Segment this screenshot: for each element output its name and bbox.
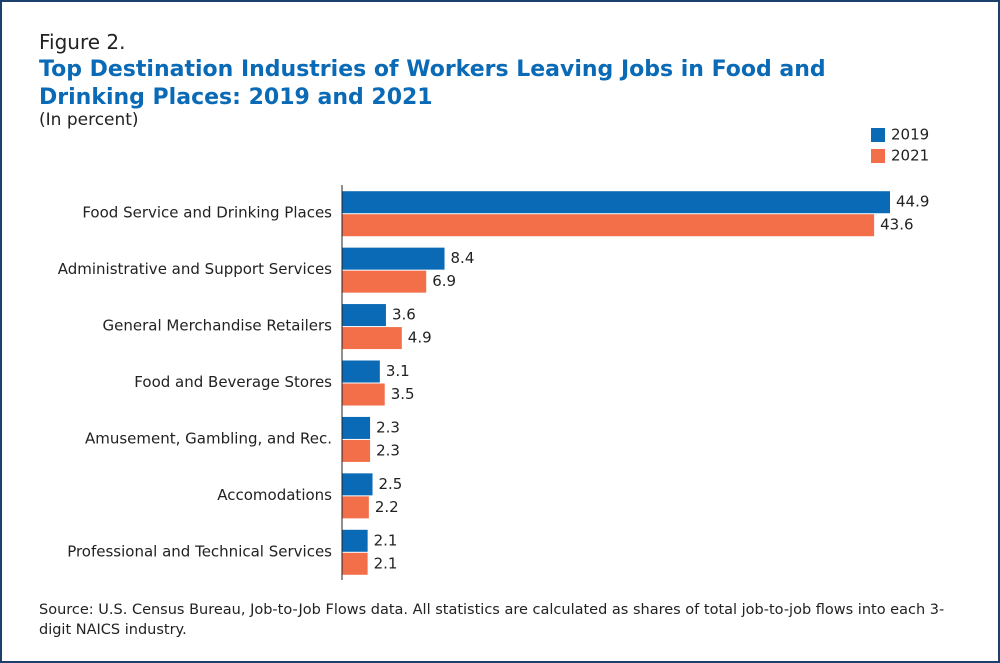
- legend-label: 2019: [891, 126, 929, 144]
- value-label: 3.1: [386, 362, 410, 380]
- bar: [342, 327, 402, 350]
- figure-label: Figure 2.: [39, 30, 126, 54]
- bar: [342, 439, 371, 462]
- legend-swatch: [871, 128, 885, 142]
- bar: [342, 529, 368, 552]
- legend-label: 2021: [891, 147, 929, 165]
- value-label: 2.2: [375, 498, 399, 516]
- y-tick-label: Professional and Technical Services: [67, 542, 332, 560]
- bar: [342, 247, 445, 270]
- y-tick-label: General Merchandise Retailers: [103, 317, 333, 335]
- bar: [342, 473, 373, 496]
- value-label: 2.3: [376, 418, 400, 436]
- bar: [342, 360, 380, 383]
- value-label: 43.6: [880, 216, 913, 234]
- chart-subtitle: (In percent): [39, 110, 139, 130]
- y-tick-label: Amusement, Gambling, and Rec.: [85, 429, 332, 447]
- y-tick-label: Administrative and Support Services: [58, 260, 332, 278]
- value-label: 2.5: [379, 475, 403, 493]
- value-label: 44.9: [896, 193, 929, 211]
- value-label: 2.1: [374, 554, 398, 572]
- legend-swatch: [871, 149, 885, 163]
- value-label: 8.4: [451, 249, 475, 267]
- value-label: 3.6: [392, 306, 416, 324]
- value-label: 2.1: [374, 531, 398, 549]
- bar: [342, 191, 890, 214]
- bar: [342, 552, 368, 575]
- bar: [342, 496, 369, 519]
- bar: [342, 416, 371, 439]
- bar: [342, 214, 875, 237]
- y-tick-label: Food Service and Drinking Places: [82, 204, 332, 222]
- y-tick-label: Accomodations: [217, 486, 332, 504]
- bar: [342, 270, 427, 293]
- y-tick-label: Food and Beverage Stores: [134, 373, 332, 391]
- value-label: 3.5: [391, 385, 415, 403]
- chart-title: Top Destination Industries of Workers Le…: [39, 57, 826, 110]
- source-note: Source: U.S. Census Bureau, Job-to-Job F…: [39, 602, 945, 638]
- value-label: 6.9: [432, 272, 456, 290]
- bar: [342, 304, 386, 327]
- bar: [342, 383, 385, 406]
- value-label: 2.3: [376, 441, 400, 459]
- value-label: 4.9: [408, 329, 432, 347]
